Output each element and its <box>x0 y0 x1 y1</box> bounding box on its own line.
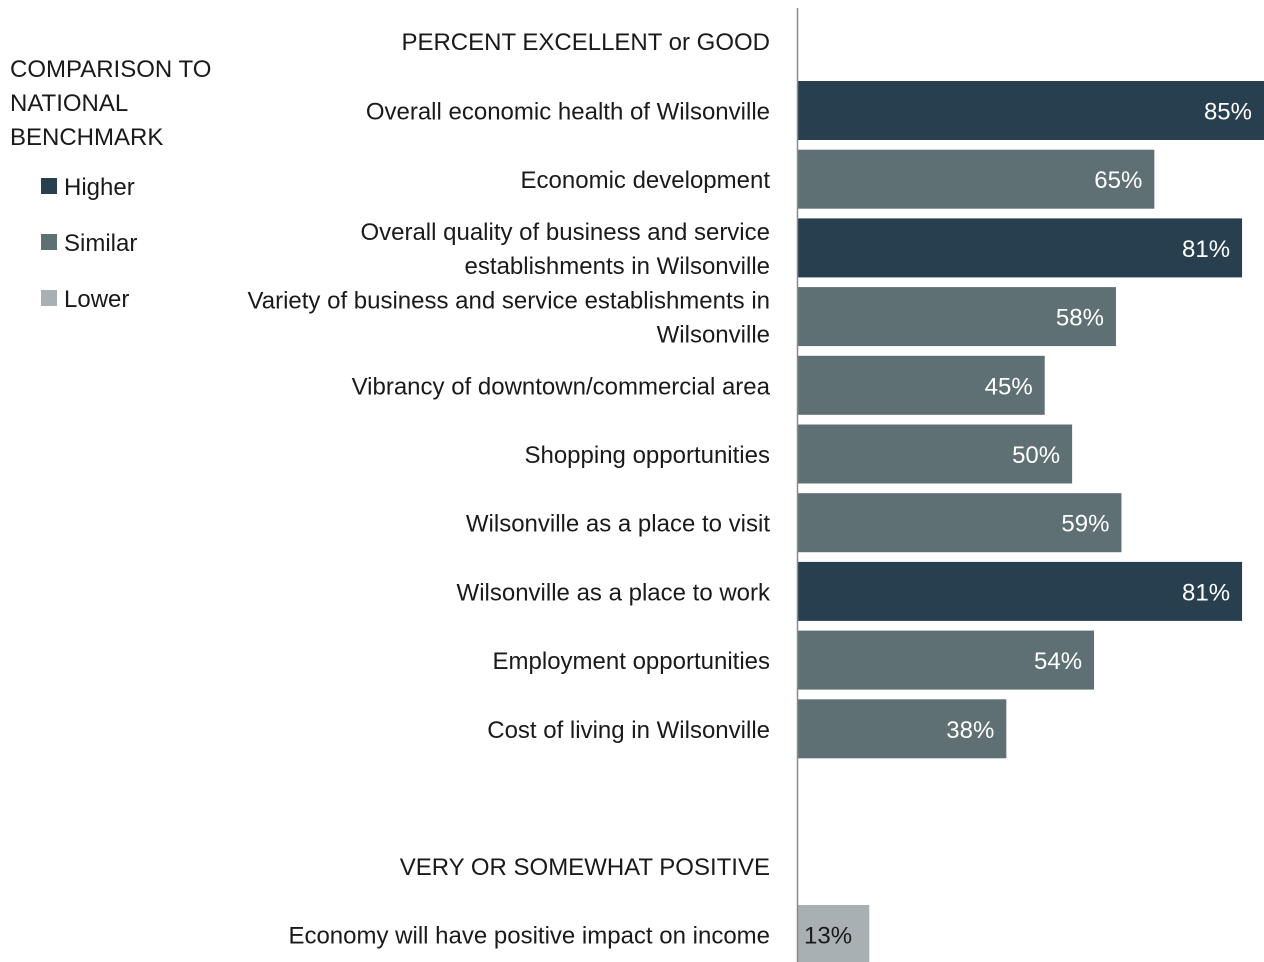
bar <box>798 630 1095 690</box>
category-label: Wilsonville as a place to visit <box>466 511 770 538</box>
legend-label: Similar <box>64 230 137 257</box>
data-label: 81% <box>1182 579 1230 606</box>
data-label: 65% <box>1094 167 1142 194</box>
bar <box>798 424 1073 484</box>
legend-title: NATIONAL <box>10 90 128 117</box>
data-label: 13% <box>804 923 852 950</box>
category-label: establishments in Wilsonville <box>465 253 770 280</box>
legend-label: Higher <box>64 174 135 201</box>
legend-swatch <box>41 290 57 306</box>
category-label: Wilsonville <box>657 322 770 349</box>
bar <box>798 355 1045 415</box>
data-label: 85% <box>1204 99 1252 126</box>
category-label: Economy will have positive impact on inc… <box>288 923 770 950</box>
data-label: 54% <box>1034 648 1082 675</box>
category-label: Shopping opportunities <box>524 442 770 469</box>
legend-label: Lower <box>64 286 129 313</box>
bar <box>798 905 870 962</box>
data-label: 50% <box>1012 442 1060 469</box>
legend-swatch <box>41 178 57 194</box>
legend-title: BENCHMARK <box>10 124 163 151</box>
bar <box>798 149 1155 209</box>
category-label: Cost of living in Wilsonville <box>487 717 770 744</box>
data-label: 81% <box>1182 236 1230 263</box>
bar <box>798 561 1243 621</box>
bar <box>798 699 1007 759</box>
category-label: Overall economic health of Wilsonville <box>366 99 770 126</box>
legend-title: COMPARISON TO <box>10 56 211 83</box>
category-label: Wilsonville as a place to work <box>457 579 771 606</box>
bar <box>798 218 1243 278</box>
group-heading: VERY OR SOMEWHAT POSITIVE <box>400 854 770 881</box>
category-label: Variety of business and service establis… <box>248 288 770 315</box>
category-label: Overall quality of business and service <box>360 219 770 246</box>
bar <box>798 81 1264 140</box>
bar <box>798 287 1116 347</box>
category-label: Employment opportunities <box>493 648 770 675</box>
legend-swatch <box>41 234 57 250</box>
group-heading: PERCENT EXCELLENT or GOOD <box>401 29 770 56</box>
data-label: 58% <box>1056 305 1104 332</box>
data-label: 45% <box>985 373 1033 400</box>
category-label: Vibrancy of downtown/commercial area <box>352 373 771 400</box>
category-label: Economic development <box>521 167 771 194</box>
data-label: 38% <box>946 717 994 744</box>
bar <box>798 493 1122 553</box>
data-label: 59% <box>1061 511 1109 538</box>
